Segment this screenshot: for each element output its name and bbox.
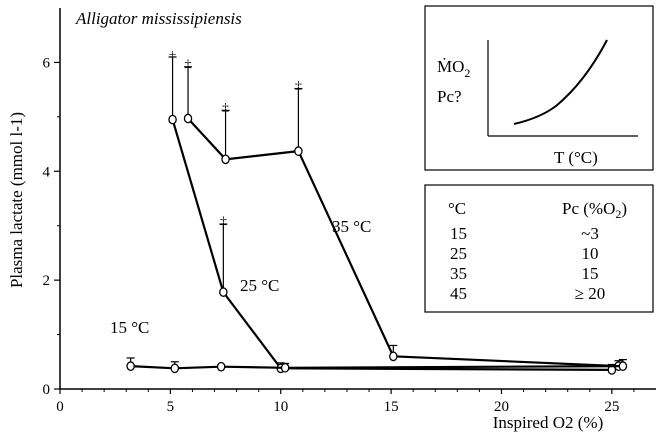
axes <box>59 8 656 390</box>
table-cell-temp: 35 <box>450 264 467 283</box>
chart-title: Alligator mississipiensis <box>75 9 242 28</box>
y-axis-label: Plasma lactate (mmol l-1) <box>7 112 26 288</box>
inset-y-label-bottom: Pc? <box>437 87 462 106</box>
data-point <box>170 363 180 374</box>
table-header-temp: °C <box>448 199 466 218</box>
inset-curve <box>513 39 608 125</box>
data-point <box>216 361 226 372</box>
y-tick-label: 2 <box>43 273 51 289</box>
table-cell-pc: ≥ 20 <box>575 284 606 303</box>
series-2 <box>126 357 628 374</box>
significance-mark: ‡ <box>220 215 227 230</box>
series-label-35: 35 °C <box>332 217 371 236</box>
data-point <box>221 154 230 165</box>
series-0: ‡ ‡ ‡ <box>183 58 623 371</box>
data-point <box>168 114 177 125</box>
inset-y-label-top: ṀO2 <box>437 57 470 80</box>
table-cell-pc: 15 <box>582 264 599 283</box>
x-axis-label: Inspired O2 (%) <box>493 413 603 432</box>
significance-mark: ‡ <box>222 101 229 116</box>
table-rows: 15 ~3 25 10 35 15 45 ≥ 20 <box>450 224 605 303</box>
table-cell-pc: 10 <box>582 244 599 263</box>
y-tick-label: 6 <box>43 55 51 71</box>
table-cell-temp: 45 <box>450 284 467 303</box>
data-point <box>294 146 303 156</box>
data-point <box>183 113 193 124</box>
x-tick-label: 20 <box>494 399 509 415</box>
x-tick-label: 25 <box>604 399 619 415</box>
y-ticks: 0 2 4 6 <box>43 55 60 398</box>
series-label-15: 15 °C <box>110 318 149 337</box>
series-label-25: 25 °C <box>240 276 279 295</box>
significance-mark: ‡ <box>185 58 192 73</box>
pc-table: °C Pc (%O2) 15 ~3 25 10 35 15 45 ≥ 20 <box>424 184 654 313</box>
series-layer: ‡‡‡+‡ <box>126 48 628 375</box>
table-header-pc: Pc (%O2) <box>562 199 627 221</box>
y-tick-label: 0 <box>43 382 51 398</box>
table-cell-temp: 25 <box>450 244 467 263</box>
series-1: +‡ <box>168 48 617 375</box>
x-ticks: 0 5 10 15 20 25 <box>56 389 635 415</box>
table-cell-pc: ~3 <box>581 224 599 243</box>
significance-mark: ‡ <box>295 80 302 95</box>
data-point <box>219 287 228 297</box>
x-tick-label: 0 <box>56 399 64 415</box>
inset-x-label: T (°C) <box>554 148 598 167</box>
x-tick-label: 10 <box>273 399 288 415</box>
inset-box: ṀO2 Pc? T (°C) <box>424 5 654 171</box>
table-cell-temp: 15 <box>450 224 467 243</box>
data-point <box>618 361 628 371</box>
x-tick-label: 5 <box>167 399 175 415</box>
data-point <box>126 361 135 371</box>
series-line <box>130 365 623 370</box>
data-point <box>389 351 398 362</box>
series-line <box>171 119 612 371</box>
significance-mark: + <box>169 48 177 63</box>
data-point <box>280 362 290 373</box>
y-tick-label: 4 <box>43 164 51 180</box>
x-tick-label: 15 <box>384 399 399 415</box>
